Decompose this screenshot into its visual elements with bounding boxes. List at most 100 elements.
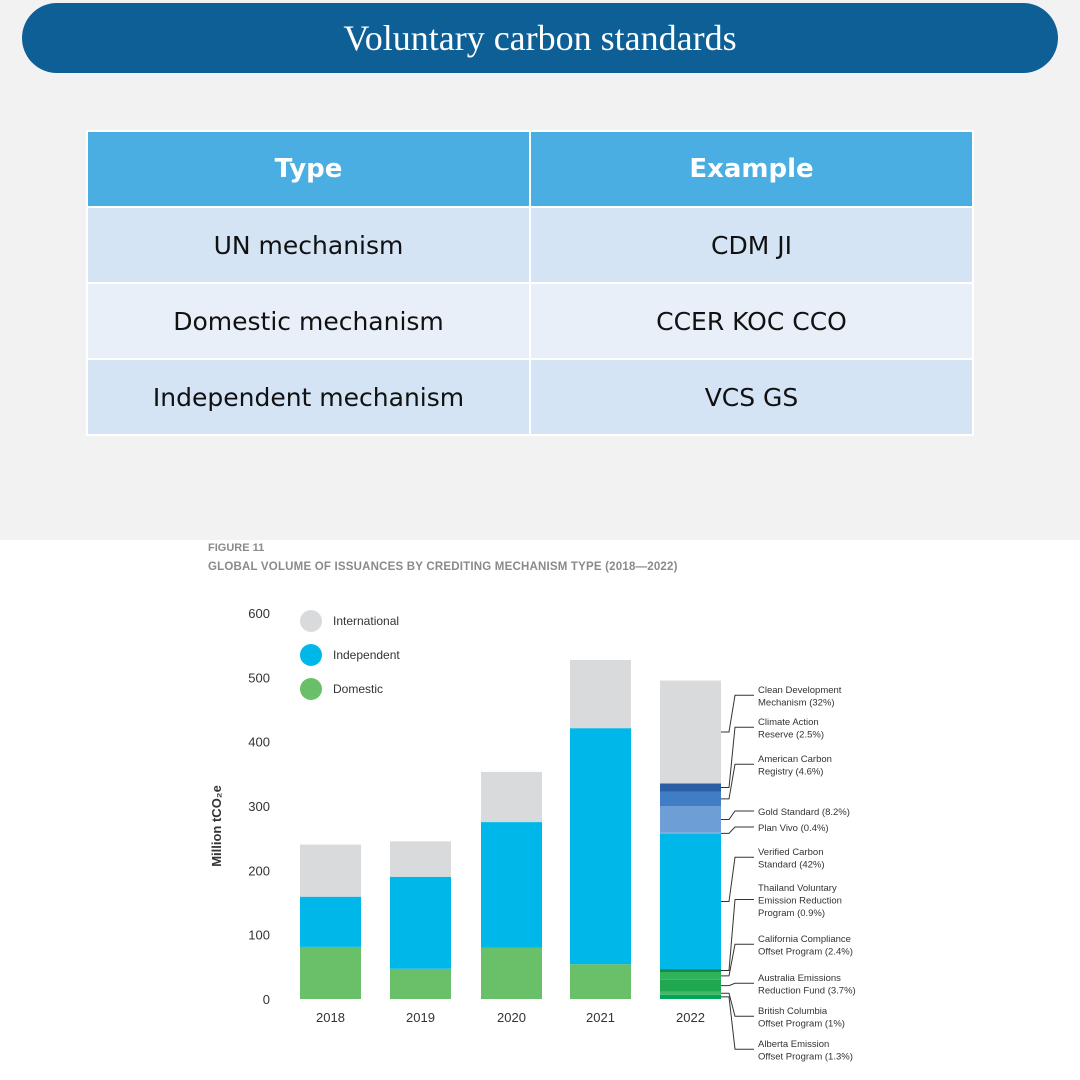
leader-line [721, 726, 754, 789]
annotation-line: Reserve (2.5%) [758, 730, 824, 741]
leader-line [721, 982, 754, 987]
annotation-line: Registry (4.6%) [758, 767, 823, 778]
bar-segment [481, 947, 542, 999]
bar-segment [481, 771, 542, 823]
legend-label: Domestic [333, 682, 383, 696]
leader-line [721, 943, 754, 977]
leader-line [721, 763, 754, 800]
bar-segment-2022 [660, 969, 721, 972]
segment-annotation: Plan Vivo (0.4%) [758, 823, 829, 834]
bar-segment-2022 [660, 994, 721, 999]
annotation-line: Alberta Emission [758, 1039, 829, 1050]
x-tick-label: 2021 [586, 1010, 615, 1025]
leader-line [721, 810, 754, 821]
segment-annotation: Thailand Voluntary Emission Reduction Prog… [758, 883, 842, 919]
annotation-line: Offset Program (2.4%) [758, 947, 853, 958]
legend-swatch [300, 644, 322, 666]
issuance-chart: International Independent Domestic 0 100 200… [209, 606, 856, 1063]
annotation-line: Thailand Voluntary [758, 883, 837, 894]
x-tick-label: 2020 [497, 1010, 526, 1025]
bar-segment [300, 946, 361, 999]
y-axis-label: Million tCO₂e [209, 785, 224, 867]
type-cell: UN mechanism [86, 206, 531, 284]
legend-label: Independent [333, 648, 400, 662]
bar-segment [390, 841, 451, 877]
bars [300, 659, 721, 999]
segment-annotation: American Carbon Registry (4.6%) [758, 754, 832, 778]
annotation-line: Emission Reduction [758, 896, 842, 907]
bar-segment-2022 [660, 791, 721, 807]
legend-swatch [300, 678, 322, 700]
leader-line [721, 694, 754, 733]
bar-segment [390, 876, 451, 969]
bar-segment-2022 [660, 783, 721, 792]
bar-segment [300, 896, 361, 947]
leader-line [721, 899, 754, 972]
y-tick-label: 600 [248, 606, 270, 621]
annotations: Clean Development Mechanism (32%) Climate … [721, 685, 856, 1063]
example-cell: CDM JI [529, 206, 974, 284]
y-tick-label: 400 [248, 735, 270, 750]
bar-segment [481, 822, 542, 948]
annotation-line: Clean Development [758, 685, 842, 696]
slide-title: Voluntary carbon standards [343, 18, 737, 58]
bar-segment [390, 968, 451, 999]
annotation-line: Gold Standard (8.2%) [758, 807, 850, 818]
segment-annotation: California Compliance Offset Program (2.4… [758, 934, 853, 958]
segment-annotation: Australia Emissions Reduction Fund (3.7%) [758, 973, 856, 997]
x-tick-label: 2019 [406, 1010, 435, 1025]
bar-segment-2022 [660, 832, 721, 834]
leader-line [721, 826, 754, 834]
bar-segment [570, 728, 631, 965]
annotation-line: Standard (42%) [758, 860, 825, 871]
header-example: Example [529, 130, 974, 208]
example-cell: CCER KOC CCO [529, 282, 974, 360]
example-cell: VCS GS [529, 358, 974, 436]
legend: International Independent Domestic [300, 610, 400, 700]
annotation-line: Verified Carbon [758, 847, 823, 858]
bar-segment [570, 659, 631, 729]
annotation-line: California Compliance [758, 934, 851, 945]
figure-title: GLOBAL VOLUME OF ISSUANCES BY CREDITING … [208, 561, 678, 573]
y-tick-label: 0 [263, 992, 270, 1007]
annotation-line: Reduction Fund (3.7%) [758, 986, 856, 997]
bar-segment-2022 [660, 806, 721, 833]
header-type: Type [86, 130, 531, 208]
segment-annotation: Clean Development Mechanism (32%) [758, 685, 842, 709]
bar-segment-2022 [660, 680, 721, 784]
slide-panel: Voluntary carbon standards Type Example … [0, 0, 1080, 540]
leader-line [721, 856, 754, 903]
bar-segment [300, 844, 361, 897]
type-cell: Domestic mechanism [86, 282, 531, 360]
table-row: Domestic mechanism CCER KOC CCO [86, 282, 974, 360]
bar-segment-2022 [660, 979, 721, 992]
annotation-line: Australia Emissions [758, 973, 841, 984]
bar-segment-2022 [660, 971, 721, 980]
annotation-line: American Carbon [758, 754, 832, 765]
annotation-line: British Columbia [758, 1006, 828, 1017]
y-tick-label: 100 [248, 928, 270, 943]
annotation-line: Program (0.9%) [758, 908, 825, 919]
annotation-line: Offset Program (1.3%) [758, 1052, 853, 1063]
segment-annotation: Climate Action Reserve (2.5%) [758, 717, 824, 741]
bar-segment [570, 964, 631, 999]
y-tick-label: 500 [248, 670, 270, 685]
annotation-line: Offset Program (1%) [758, 1019, 845, 1030]
annotation-line: Mechanism (32%) [758, 698, 835, 709]
segment-annotation: Verified Carbon Standard (42%) [758, 847, 825, 871]
bar-segment-2022 [660, 991, 721, 995]
annotation-line: Climate Action [758, 717, 819, 728]
y-tick-label: 300 [248, 799, 270, 814]
segment-annotation: British Columbia Offset Program (1%) [758, 1006, 845, 1030]
leader-line [721, 996, 754, 1050]
table-row: Independent mechanism VCS GS [86, 358, 974, 436]
table-header-row: Type Example [86, 130, 974, 208]
axes: 0 100 200 300 400 500 600 Million tCO₂e 2018 2019… [209, 606, 705, 1025]
x-tick-label: 2018 [316, 1010, 345, 1025]
bar-segment-2022 [660, 833, 721, 970]
legend-swatch [300, 610, 322, 632]
segment-annotation: Gold Standard (8.2%) [758, 807, 850, 818]
y-tick-label: 200 [248, 863, 270, 878]
type-cell: Independent mechanism [86, 358, 531, 436]
slide-title-banner: Voluntary carbon standards [22, 3, 1058, 73]
